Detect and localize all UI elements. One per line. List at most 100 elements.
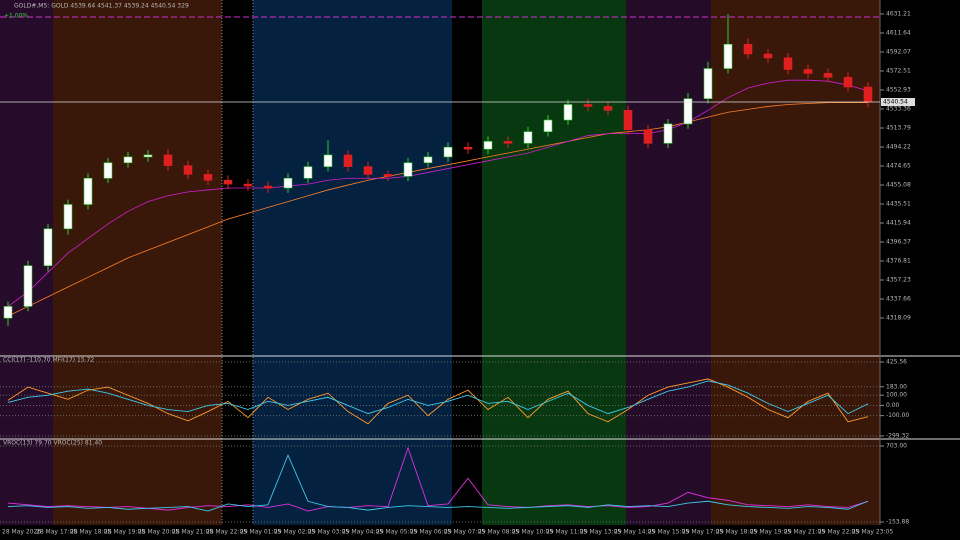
candle-body [23, 265, 33, 307]
band [482, 0, 626, 525]
x-tick-label: 28 May 2026 [2, 529, 41, 536]
x-tick-label: 29 May 08:05 [478, 529, 519, 536]
candle-body [63, 204, 73, 230]
y-tick-label: 4494.22 [886, 143, 911, 150]
x-tick-label: 29 May 05:05 [376, 529, 417, 536]
candle-body [363, 166, 373, 175]
candle-body [143, 154, 153, 158]
moving-average [7, 79, 869, 307]
x-tick-label: 29 May 22:05 [818, 529, 859, 536]
candle-body [183, 165, 193, 175]
band [626, 0, 711, 525]
y-tick-label: 4611.64 [886, 29, 911, 36]
candle-body [323, 154, 333, 167]
price-tag-label: 4540.54 [883, 99, 908, 106]
candle-body [683, 98, 693, 125]
y-tick-label: -153.88 [886, 519, 909, 526]
candle-body [203, 174, 213, 181]
y-tick-label: 4572.51 [886, 67, 911, 74]
candle-body [263, 185, 273, 189]
candle-body [483, 141, 493, 150]
band [253, 0, 452, 525]
candle-body [623, 110, 633, 131]
candle-body [643, 129, 653, 144]
chart-title: GOLD#,M5: GOLD 4539.64 4541.37 4539.24 4… [14, 3, 189, 10]
candle-body [863, 86, 873, 103]
candle-body [583, 104, 593, 107]
candle-body [543, 119, 553, 132]
x-tick-label: 28 May 17:05 [36, 529, 77, 536]
candle-body [343, 154, 353, 167]
candle-body [443, 146, 453, 158]
y-tick-label: 4513.79 [886, 124, 911, 131]
x-tick-label: 29 May 13:05 [580, 529, 621, 536]
candle-body [83, 177, 93, 205]
y-tick-label: 4533.36 [886, 105, 911, 112]
x-tick-label: 28 May 21:05 [172, 529, 213, 536]
candle-body [783, 57, 793, 70]
moving-average [7, 102, 868, 317]
band [222, 0, 253, 525]
candle-body [563, 104, 573, 121]
y-tick-label: 4337.66 [886, 296, 911, 303]
x-tick-label: 29 May 14:05 [614, 529, 655, 536]
y-tick-label: 4415.94 [886, 220, 911, 227]
candle-body [803, 69, 813, 74]
y-tick-label: 703.00 [886, 443, 907, 450]
price-tag [881, 98, 915, 107]
x-tick-label: 29 May 04:05 [342, 529, 383, 536]
x-tick-label: 29 May 03:05 [308, 529, 349, 536]
change-label: +1.00% [4, 13, 28, 20]
x-tick-label: 29 May 21:05 [784, 529, 825, 536]
y-tick-label: -100.00 [886, 412, 909, 419]
candle-body [403, 162, 413, 177]
indicator-line [7, 453, 869, 512]
candle-body [423, 156, 433, 164]
candle-body [43, 228, 53, 266]
candle-body [843, 76, 853, 88]
x-tick-label: 28 May 18:05 [70, 529, 111, 536]
y-tick-label: 0.00 [886, 402, 900, 409]
candle-body [303, 166, 313, 179]
candle-body [163, 154, 173, 166]
x-tick-label: 29 May 19:05 [750, 529, 791, 536]
candle-body [823, 73, 833, 78]
session-bands [0, 0, 960, 525]
y-tick-label: 4357.23 [886, 277, 911, 284]
candle-body [763, 53, 773, 59]
x-tick-label: 29 May 17:05 [682, 529, 723, 536]
y-tick-label: 100.00 [886, 392, 907, 399]
indicator-line [7, 378, 869, 425]
x-tick-label: 29 May 02:05 [274, 529, 315, 536]
y-tick-label: 4376.81 [886, 257, 911, 264]
y-tick-label: 4631.21 [886, 10, 911, 17]
panel-title: VROC(13) 79.70 VROC(25) 81.40 [3, 440, 102, 447]
y-tick-label: 4552.93 [886, 86, 911, 93]
x-tick-label: 29 May 18:05 [716, 529, 757, 536]
candle-body [663, 123, 673, 144]
candle-body [3, 306, 13, 319]
y-tick-label: 4318.09 [886, 315, 911, 322]
candle-body [523, 131, 533, 144]
candle-body [103, 162, 113, 179]
x-tick-label: 29 May 23:05 [852, 529, 893, 536]
y-tick-label: 4474.65 [886, 162, 911, 169]
x-tick-label: 29 May 11:05 [546, 529, 587, 536]
candle-body [463, 146, 473, 150]
y-tick-label: 4455.08 [886, 181, 911, 188]
indicator-line [7, 380, 869, 415]
candle-body [383, 174, 393, 177]
y-tick-label: -299.32 [886, 433, 909, 440]
y-tick-label: 425.56 [886, 359, 907, 366]
band [711, 0, 880, 525]
candle-body [223, 179, 233, 185]
x-tick-label: 29 May 10:05 [512, 529, 553, 536]
candle-body [603, 106, 613, 111]
candle-body [243, 183, 253, 187]
candle-body [123, 156, 133, 164]
x-tick-label: 29 May 06:05 [410, 529, 451, 536]
x-tick-label: 29 May 01:05 [240, 529, 281, 536]
candle-body [283, 177, 293, 189]
